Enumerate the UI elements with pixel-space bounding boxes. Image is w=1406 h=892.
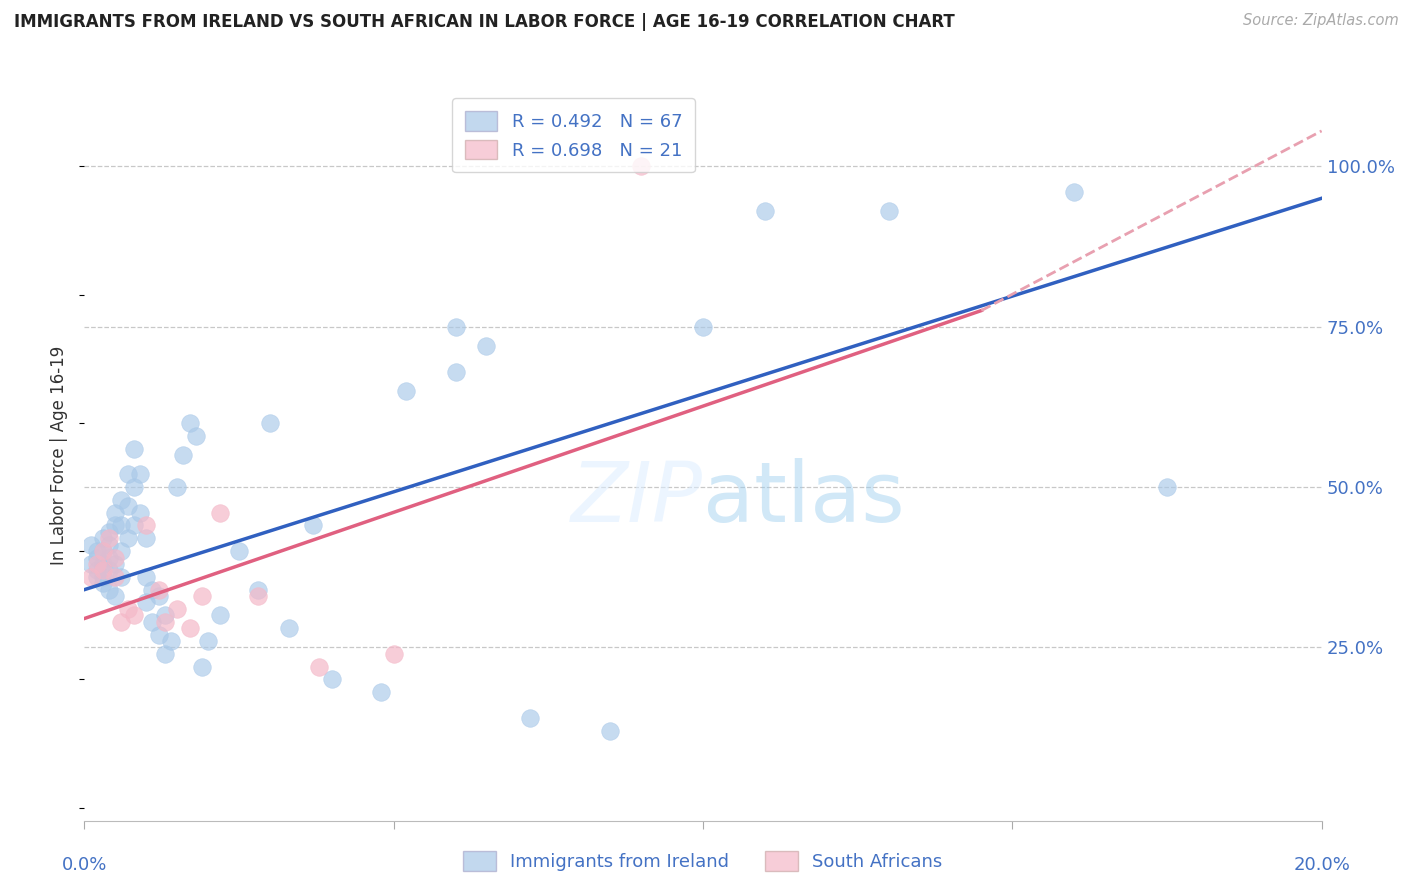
Legend: R = 0.492   N = 67, R = 0.698   N = 21: R = 0.492 N = 67, R = 0.698 N = 21 [453, 98, 695, 172]
Text: 0.0%: 0.0% [62, 856, 107, 874]
Point [228, 544, 250, 558]
Text: Source: ZipAtlas.com: Source: ZipAtlas.com [1243, 13, 1399, 29]
Point [86, 570, 108, 584]
Point [754, 204, 776, 219]
Point [246, 582, 269, 597]
Point [98, 550, 121, 565]
Point [153, 615, 176, 629]
Point [91, 532, 114, 546]
Point [86, 557, 108, 571]
Point [86, 550, 108, 565]
Point [91, 563, 114, 577]
Point [79, 538, 101, 552]
Point [160, 634, 183, 648]
Point [630, 159, 652, 173]
Point [98, 532, 121, 546]
Legend: Immigrants from Ireland, South Africans: Immigrants from Ireland, South Africans [456, 844, 950, 879]
Point [129, 506, 152, 520]
Point [91, 544, 114, 558]
Point [191, 659, 214, 673]
Point [110, 570, 132, 584]
Point [877, 204, 900, 219]
Point [308, 659, 330, 673]
Text: 20.0%: 20.0% [1294, 856, 1350, 874]
Point [141, 582, 163, 597]
Point [519, 711, 541, 725]
Point [91, 557, 114, 571]
Point [599, 723, 621, 738]
Point [148, 627, 170, 641]
Point [135, 532, 157, 546]
Y-axis label: In Labor Force | Age 16-19: In Labor Force | Age 16-19 [51, 345, 69, 565]
Point [444, 319, 467, 334]
Point [117, 500, 139, 514]
Point [179, 621, 201, 635]
Point [148, 589, 170, 603]
Point [382, 647, 405, 661]
Point [117, 602, 139, 616]
Point [246, 589, 269, 603]
Point [395, 384, 418, 398]
Point [1156, 480, 1178, 494]
Point [110, 615, 132, 629]
Point [104, 570, 127, 584]
Point [117, 467, 139, 482]
Point [153, 647, 176, 661]
Point [166, 480, 188, 494]
Point [91, 576, 114, 591]
Point [321, 673, 343, 687]
Point [110, 492, 132, 507]
Point [79, 570, 101, 584]
Point [370, 685, 392, 699]
Point [104, 557, 127, 571]
Text: atlas: atlas [703, 458, 904, 540]
Point [91, 570, 114, 584]
Point [122, 518, 145, 533]
Point [104, 589, 127, 603]
Point [197, 634, 219, 648]
Point [104, 506, 127, 520]
Point [184, 428, 207, 442]
Point [135, 595, 157, 609]
Point [209, 608, 232, 623]
Text: IMMIGRANTS FROM IRELAND VS SOUTH AFRICAN IN LABOR FORCE | AGE 16-19 CORRELATION : IMMIGRANTS FROM IRELAND VS SOUTH AFRICAN… [14, 13, 955, 31]
Point [277, 621, 299, 635]
Point [135, 570, 157, 584]
Point [91, 544, 114, 558]
Point [1063, 185, 1085, 199]
Point [153, 608, 176, 623]
Point [135, 518, 157, 533]
Point [98, 524, 121, 539]
Point [104, 518, 127, 533]
Point [98, 563, 121, 577]
Point [129, 467, 152, 482]
Point [302, 518, 325, 533]
Point [179, 416, 201, 430]
Point [444, 364, 467, 378]
Point [692, 319, 714, 334]
Point [148, 582, 170, 597]
Point [110, 518, 132, 533]
Point [104, 550, 127, 565]
Point [172, 448, 194, 462]
Point [86, 544, 108, 558]
Point [98, 582, 121, 597]
Point [259, 416, 281, 430]
Point [122, 442, 145, 456]
Point [209, 506, 232, 520]
Point [122, 480, 145, 494]
Point [110, 544, 132, 558]
Point [166, 602, 188, 616]
Point [191, 589, 214, 603]
Point [475, 339, 498, 353]
Text: ZIP: ZIP [571, 458, 703, 540]
Point [117, 532, 139, 546]
Point [141, 615, 163, 629]
Point [79, 557, 101, 571]
Point [98, 538, 121, 552]
Point [122, 608, 145, 623]
Point [86, 563, 108, 577]
